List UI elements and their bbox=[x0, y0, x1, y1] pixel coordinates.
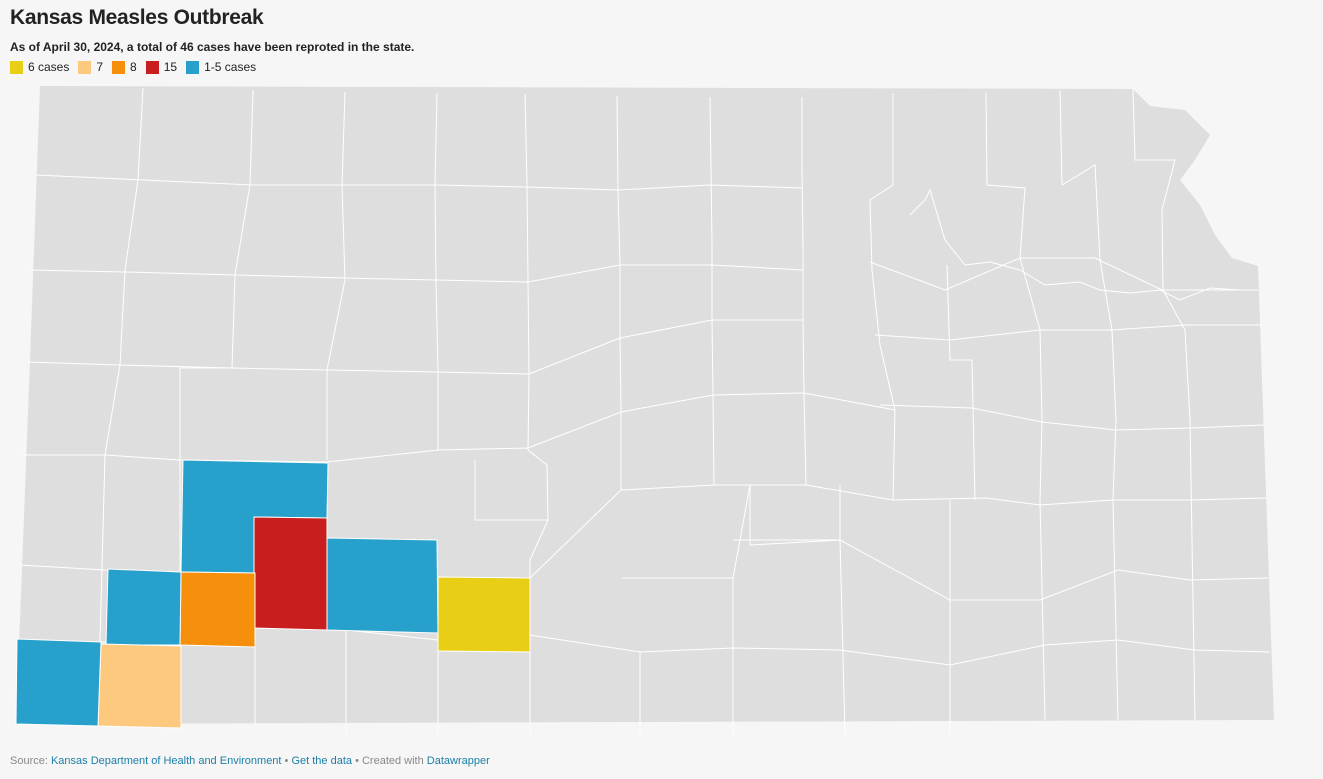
legend-item-15: 15 bbox=[145, 60, 178, 74]
county-1-5-cases-c bbox=[105, 568, 182, 646]
county-8-cases bbox=[179, 571, 256, 648]
legend-item-1-5: 1-5 cases bbox=[186, 60, 256, 74]
legend-item-7: 7 bbox=[78, 60, 103, 74]
legend-swatch bbox=[112, 60, 126, 74]
legend-label: 1-5 cases bbox=[204, 60, 257, 74]
legend-swatch bbox=[78, 60, 92, 74]
legend-label: 7 bbox=[96, 60, 104, 74]
county-borders bbox=[15, 87, 1271, 736]
source-link[interactable]: Kansas Department of Health and Environm… bbox=[50, 755, 282, 767]
get-data-link[interactable]: Get the data bbox=[291, 755, 353, 767]
legend-label: 8 bbox=[130, 60, 137, 74]
legend-swatch bbox=[186, 60, 200, 74]
county-7-cases bbox=[97, 643, 182, 729]
source-prefix: Source: bbox=[10, 755, 51, 767]
legend-label: 15 bbox=[163, 60, 178, 74]
legend-item-6: 6 cases bbox=[10, 60, 69, 74]
county-1-5-cases-d bbox=[15, 638, 102, 727]
county-15-cases bbox=[253, 516, 328, 631]
footer-separator: • bbox=[281, 755, 292, 767]
legend-swatch bbox=[10, 60, 23, 74]
chart-subtitle: As of April 30, 2024, a total of 46 case… bbox=[10, 40, 415, 54]
legend-label: 6 cases bbox=[28, 60, 70, 74]
datawrapper-link[interactable]: Datawrapper bbox=[426, 755, 490, 767]
county-1-5-cases-b bbox=[326, 537, 439, 634]
chart-title: Kansas Measles Outbreak bbox=[10, 6, 264, 29]
legend-item-8: 8 bbox=[112, 60, 137, 74]
chart-footer: Source: Kansas Department of Health and … bbox=[10, 755, 490, 767]
county-6-cases bbox=[437, 576, 531, 653]
created-with-text: • Created with bbox=[352, 755, 427, 767]
chart-header: Kansas Measles Outbreak As of April 30, … bbox=[10, 4, 1313, 74]
legend: 6 cases 7 8 15 1-5 cases bbox=[10, 60, 1313, 74]
legend-swatch bbox=[145, 60, 159, 74]
